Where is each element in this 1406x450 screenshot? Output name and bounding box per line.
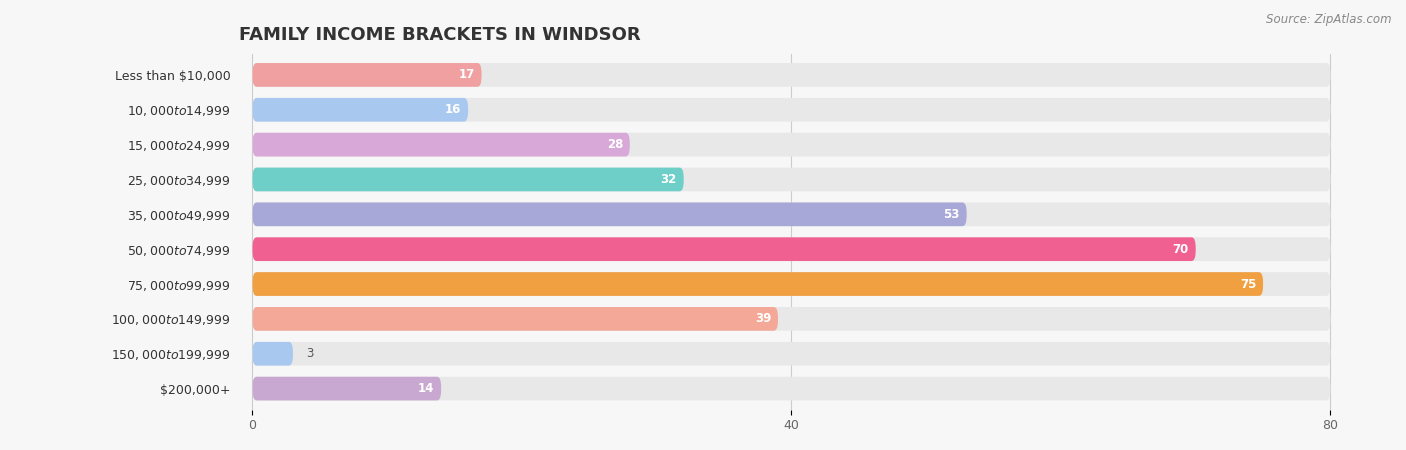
Text: 53: 53: [943, 208, 960, 221]
Text: 3: 3: [307, 347, 314, 360]
FancyBboxPatch shape: [253, 63, 481, 87]
Text: 14: 14: [418, 382, 434, 395]
FancyBboxPatch shape: [253, 133, 630, 157]
FancyBboxPatch shape: [253, 133, 1330, 157]
FancyBboxPatch shape: [253, 98, 1330, 122]
Text: FAMILY INCOME BRACKETS IN WINDSOR: FAMILY INCOME BRACKETS IN WINDSOR: [239, 26, 641, 44]
FancyBboxPatch shape: [253, 237, 1195, 261]
FancyBboxPatch shape: [253, 98, 468, 122]
FancyBboxPatch shape: [253, 202, 1330, 226]
Text: 32: 32: [661, 173, 676, 186]
FancyBboxPatch shape: [253, 307, 778, 331]
FancyBboxPatch shape: [253, 202, 967, 226]
FancyBboxPatch shape: [253, 307, 1330, 331]
FancyBboxPatch shape: [253, 342, 1330, 365]
FancyBboxPatch shape: [253, 342, 292, 365]
Text: 70: 70: [1173, 243, 1189, 256]
FancyBboxPatch shape: [253, 167, 683, 191]
Text: 39: 39: [755, 312, 772, 325]
Text: 75: 75: [1240, 278, 1257, 291]
FancyBboxPatch shape: [253, 63, 1330, 87]
FancyBboxPatch shape: [253, 272, 1330, 296]
FancyBboxPatch shape: [253, 167, 1330, 191]
FancyBboxPatch shape: [253, 237, 1330, 261]
FancyBboxPatch shape: [253, 272, 1263, 296]
Text: 17: 17: [458, 68, 475, 81]
Text: Source: ZipAtlas.com: Source: ZipAtlas.com: [1267, 14, 1392, 27]
Text: 16: 16: [444, 103, 461, 116]
Text: 28: 28: [606, 138, 623, 151]
FancyBboxPatch shape: [253, 377, 441, 400]
FancyBboxPatch shape: [253, 377, 1330, 400]
